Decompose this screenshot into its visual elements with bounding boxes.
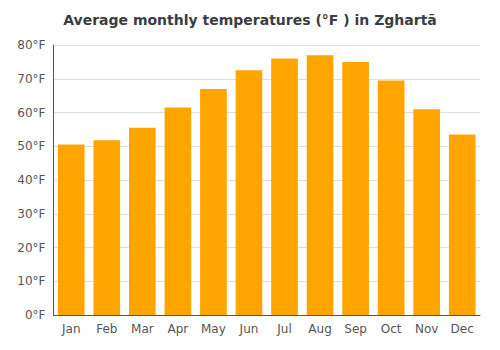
- svg-text:60°F: 60°F: [17, 106, 45, 120]
- svg-text:Sep: Sep: [344, 322, 367, 336]
- svg-text:Jun: Jun: [239, 322, 259, 336]
- svg-text:Jul: Jul: [276, 322, 291, 336]
- svg-text:20°F: 20°F: [17, 241, 45, 255]
- svg-text:Dec: Dec: [451, 322, 474, 336]
- svg-text:30°F: 30°F: [17, 207, 45, 221]
- svg-text:Nov: Nov: [415, 322, 438, 336]
- svg-text:May: May: [201, 322, 226, 336]
- svg-text:40°F: 40°F: [17, 173, 45, 187]
- svg-text:Aug: Aug: [308, 322, 331, 336]
- svg-text:Feb: Feb: [96, 322, 117, 336]
- svg-text:Mar: Mar: [131, 322, 154, 336]
- svg-text:50°F: 50°F: [17, 139, 45, 153]
- svg-text:Oct: Oct: [381, 322, 402, 336]
- svg-text:Jan: Jan: [61, 322, 81, 336]
- svg-text:10°F: 10°F: [17, 274, 45, 288]
- svg-text:Apr: Apr: [167, 322, 188, 336]
- svg-text:80°F: 80°F: [17, 38, 45, 52]
- svg-text:0°F: 0°F: [25, 308, 46, 322]
- svg-text:70°F: 70°F: [17, 72, 45, 86]
- svg-text:Average monthly temperatures (: Average monthly temperatures (°F ) in Zg…: [63, 12, 437, 28]
